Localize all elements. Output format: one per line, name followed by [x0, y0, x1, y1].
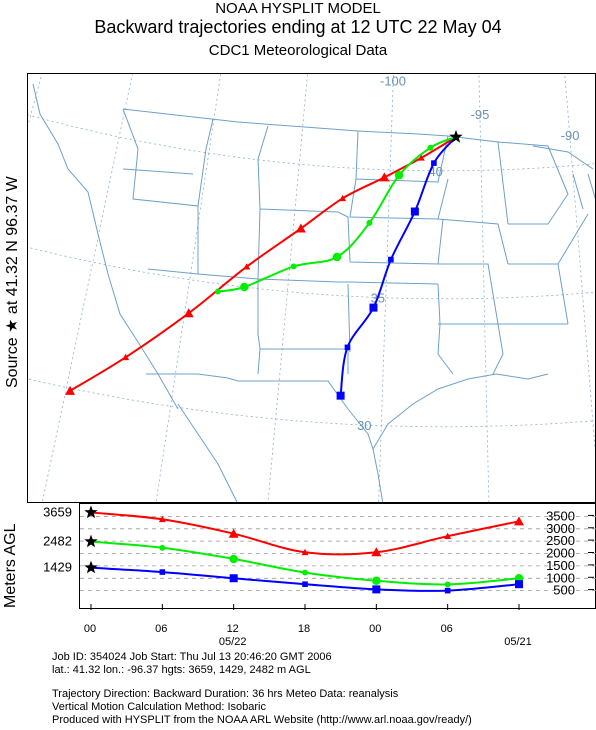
trajectory-point-square	[336, 391, 345, 400]
altitude-chart	[80, 505, 596, 610]
start-star	[84, 560, 98, 574]
political-boundaries	[32, 83, 595, 502]
lat-lon-grid	[28, 74, 596, 504]
trajectory-point-circle	[332, 252, 342, 262]
trajectory-paths	[65, 136, 457, 400]
baja-coast	[177, 403, 238, 502]
source-star	[449, 130, 463, 143]
longitude-label: -95	[471, 107, 490, 122]
time-tick-label: 12	[227, 623, 239, 635]
trajectory-point-square	[410, 207, 419, 216]
longitude-line	[378, 74, 394, 502]
start-star	[84, 534, 98, 548]
trajectory-point-square	[344, 344, 351, 351]
trajectory-point-triangle	[295, 223, 306, 233]
info-job-line: Job ID: 354024 Job Start: Thu Jul 13 20:…	[52, 651, 332, 663]
start-height-label: 3659	[43, 504, 72, 519]
longitude-label: -90	[561, 128, 580, 143]
trajectory-point-triangle	[243, 263, 251, 270]
latitude-line	[28, 246, 595, 300]
height-point-square	[302, 581, 308, 587]
info-produced-line: Produced with HYSPLIT from the NOAA ARL …	[52, 714, 472, 726]
latitude-line	[28, 378, 595, 428]
time-tick-label: 06	[155, 623, 167, 635]
height-point-triangle	[514, 516, 524, 526]
time-tick-label: 00	[84, 623, 96, 635]
height-point-triangle	[371, 547, 382, 557]
height-point-circle	[302, 569, 308, 576]
date-label: 05/22	[219, 636, 247, 648]
height-point-square	[515, 580, 523, 589]
title-line-3: CDC1 Meteorological Data	[208, 42, 388, 59]
height-point-square	[444, 587, 451, 594]
start-height-label: 1429	[43, 560, 72, 575]
star-icon	[449, 130, 463, 143]
height-point-circle	[159, 544, 166, 551]
height-point-circle	[229, 554, 238, 564]
height-point-circle	[372, 576, 381, 585]
great-lakes	[532, 145, 595, 210]
longitude-line	[28, 74, 43, 127]
mexico-border	[146, 373, 374, 450]
trajectory-point-triangle	[417, 154, 425, 161]
title-line-2: Backward trajectories ending at 12 UTC 2…	[94, 17, 502, 37]
height-point-triangle	[228, 528, 239, 538]
height-point-circle	[444, 581, 451, 588]
longitude-line	[478, 74, 490, 502]
info-latlon-line: lat.: 41.32 lon.: -96.37 hgts: 3659, 142…	[52, 664, 311, 676]
longitude-line	[28, 74, 65, 503]
trajectory-point-square	[369, 303, 378, 312]
date-label: 05/21	[504, 636, 532, 648]
altitude-panel	[79, 503, 596, 610]
height-point-triangle	[444, 532, 452, 539]
source-label: Source ★ at 41.32 N 96.37 W	[4, 176, 21, 388]
trajectory-point-triangle	[183, 308, 194, 318]
trajectory-point-triangle	[122, 353, 130, 361]
time-tick-label: 00	[369, 623, 381, 635]
gulf-coast	[372, 373, 549, 450]
pacific-coast	[32, 83, 179, 410]
longitude-label: -100	[380, 74, 406, 89]
trajectory-point-circle	[214, 288, 221, 295]
height-point-square	[372, 585, 381, 594]
info-vertical-line: Vertical Motion Calculation Method: Isob…	[52, 701, 266, 713]
height-series-triangle	[90, 511, 520, 556]
trajectory-point-triangle	[65, 385, 76, 395]
trajectory-point-circle	[427, 144, 434, 151]
latitude-line	[28, 370, 596, 504]
title-line-1: NOAA HYSPLIT MODEL	[215, 0, 381, 17]
trajectory-point-circle	[366, 219, 373, 226]
trajectory-point-triangle	[379, 172, 390, 182]
trajectory-point-square	[431, 160, 437, 166]
time-tick-label: 18	[298, 623, 310, 635]
start-height-label: 2482	[43, 534, 72, 549]
mexico-gulf-coast	[372, 448, 384, 502]
latitude-line	[28, 114, 595, 172]
trajectory-point-square	[388, 256, 394, 263]
trajectory-point-triangle	[339, 194, 347, 202]
height-point-square	[159, 569, 166, 575]
height-point-triangle	[301, 548, 309, 556]
longitude-line	[41, 74, 133, 502]
meters-agl-label: Meters AGL	[2, 523, 19, 608]
time-tick-label: 06	[441, 623, 453, 635]
height-point-square	[229, 574, 238, 583]
canada-border	[122, 108, 449, 137]
latitude-label: 30	[357, 418, 371, 433]
trajectory-point-circle	[240, 282, 249, 292]
start-star	[84, 505, 98, 519]
trajectory-point-circle	[290, 263, 297, 270]
info-direction-line: Trajectory Direction: Backward Duration:…	[52, 688, 399, 700]
trajectory-point-circle	[394, 171, 404, 180]
height-point-triangle	[158, 515, 166, 523]
